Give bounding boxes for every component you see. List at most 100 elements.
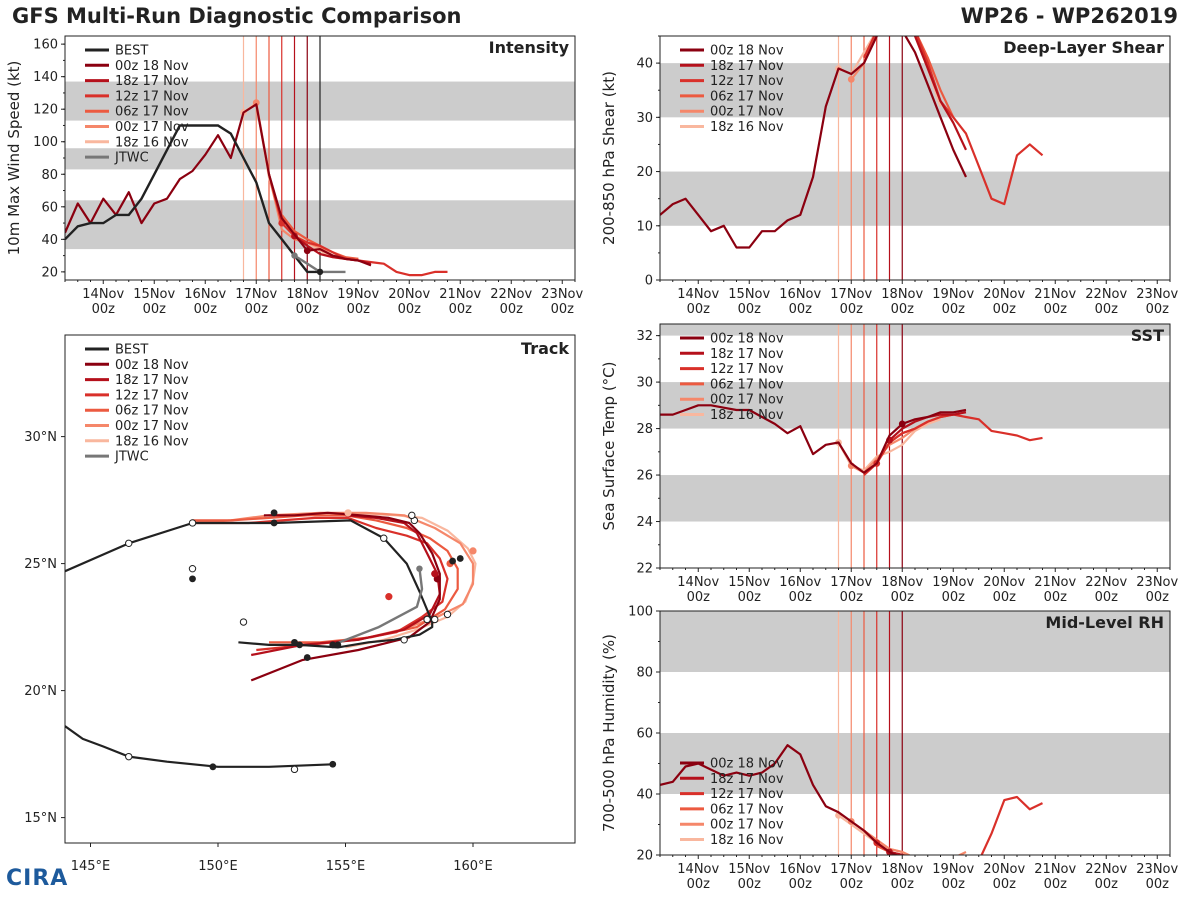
shear-run-start-marker-4	[847, 75, 855, 83]
rh-xtick-label2-0: 00z	[687, 877, 711, 892]
shear-ytick-label-1: 10	[636, 219, 653, 234]
track-xtick-label-3: 160°E	[453, 859, 493, 874]
intensity-legend-run-3-label: 06z 17 Nov	[115, 105, 189, 120]
intensity-run-start-marker-0	[303, 247, 311, 255]
sst-band-0	[660, 475, 1170, 522]
rh-xtick-label-9: 23Nov	[1136, 862, 1178, 877]
shear-band-0	[660, 171, 1170, 226]
shear-xtick-label-1: 15Nov	[728, 287, 770, 302]
intensity-legend-run-5-label: 18z 16 Nov	[115, 135, 189, 150]
intensity-xtick-label2-6: 00z	[398, 302, 422, 317]
track-xtick-label-0: 145°E	[71, 859, 111, 874]
sst-xtick-label2-7: 00z	[1044, 590, 1068, 605]
intensity-xtick-label2-4: 00z	[296, 302, 320, 317]
intensity-legend-run-1-label: 18z 17 Nov	[115, 74, 189, 89]
track-position-closed-0	[270, 519, 278, 527]
shear-xtick-label2-1: 00z	[738, 302, 762, 317]
sst-xtick-label-5: 19Nov	[932, 575, 974, 590]
sst-xtick-label-4: 18Nov	[881, 575, 923, 590]
rh-xtick-label-7: 21Nov	[1034, 862, 1076, 877]
sst-xtick-label2-3: 00z	[840, 590, 864, 605]
shear-ytick-label-0: 0	[645, 274, 653, 289]
track-run-marker-2	[385, 593, 393, 601]
track-frame	[64, 334, 576, 844]
sst-xtick-label2-1: 00z	[738, 590, 762, 605]
shear-legend-run-3-label: 06z 17 Nov	[710, 89, 784, 104]
intensity-xtick-label-9: 23Nov	[541, 287, 583, 302]
track-legend-run-3-label: 06z 17 Nov	[115, 404, 189, 419]
rh-panel: 2040608010014Nov00z15Nov00z16Nov00z17Nov…	[600, 605, 1179, 893]
rh-band-1	[660, 611, 1170, 672]
rh-legend-run-5-label: 18z 16 Nov	[710, 833, 784, 848]
sst-ytick-label-5: 32	[636, 329, 653, 344]
track-best-earlier	[65, 725, 333, 768]
track-legend-run-5-label: 18z 16 Nov	[115, 434, 189, 449]
shear-xtick-label-3: 17Nov	[830, 287, 872, 302]
track-legend-best-label: BEST	[115, 343, 148, 358]
rh-band-0	[660, 733, 1170, 794]
track-position-closed-9	[291, 638, 298, 646]
sst-panel: 22242628303214Nov00z15Nov00z16Nov00z17No…	[600, 323, 1179, 605]
sst-xtick-label2-0: 00z	[687, 590, 711, 605]
shear-panel-title: Deep-Layer Shear	[1003, 38, 1164, 57]
sst-ytick-label-4: 30	[636, 376, 653, 391]
rh-xtick-label-6: 20Nov	[983, 862, 1025, 877]
rh-legend-run-3-label: 06z 17 Nov	[710, 802, 784, 817]
intensity-xtick-label2-2: 00z	[194, 302, 218, 317]
track-position-open-11	[443, 610, 452, 619]
intensity-ytick-label-3: 80	[41, 168, 58, 183]
intensity-xtick-label-7: 21Nov	[439, 287, 481, 302]
shear-run-start-marker-2	[873, 27, 880, 34]
shear-xtick-label2-6: 00z	[993, 302, 1017, 317]
track-legend-jtwc-label: JTWC	[114, 450, 149, 465]
intensity-panel-title: Intensity	[489, 38, 570, 57]
track-position-closed-10	[303, 654, 311, 661]
shear-xtick-label2-2: 00z	[789, 302, 813, 317]
intensity-xtick-label2-8: 00z	[500, 302, 524, 317]
sst-plot-area	[660, 324, 1170, 568]
shear-legend-run-5-label: 18z 16 Nov	[710, 120, 784, 135]
track-legend-run-0-label: 00z 18 Nov	[115, 358, 189, 373]
sst-xtick-label-3: 17Nov	[830, 575, 872, 590]
track-position-open-2	[380, 534, 388, 542]
track-run-5	[345, 511, 477, 649]
intensity-xtick-label-6: 20Nov	[388, 287, 430, 302]
intensity-series-best	[65, 124, 320, 274]
rh-ytick-label-2: 60	[636, 727, 653, 742]
shear-legend-run-2-label: 12z 17 Nov	[710, 74, 784, 89]
track-position-open-8	[408, 511, 416, 520]
intensity-xtick-label2-0: 00z	[92, 302, 116, 317]
rh-ytick-label-3: 80	[636, 666, 653, 681]
track-ytick-label-0: 15°N	[24, 811, 57, 826]
track-position-closed-8	[456, 555, 464, 562]
rh-xtick-label-1: 15Nov	[728, 862, 770, 877]
sst-ylabel: Sea Surface Temp (°C)	[600, 361, 618, 530]
track-run-marker-1	[431, 570, 439, 578]
intensity-best-marker-0	[316, 268, 324, 276]
track-run-0	[250, 511, 441, 682]
intensity-ytick-label-7: 160	[33, 38, 58, 53]
track-position-open-6	[239, 618, 248, 626]
intensity-xtick-label-8: 22Nov	[490, 287, 532, 302]
intensity-ytick-label-1: 40	[41, 233, 58, 248]
sst-xtick-label2-2: 00z	[789, 590, 813, 605]
sst-xtick-label-8: 22Nov	[1085, 575, 1127, 590]
track-run-marker-5	[344, 509, 352, 517]
track-position-open-3	[125, 752, 133, 761]
track-panel: 145°E 150°E 155°E 160°E 15°N 20°N 25°N 30°N Trac…	[24, 334, 576, 874]
track-panel-title: Track	[521, 339, 569, 358]
shear-xtick-label2-8: 00z	[1095, 302, 1119, 317]
rh-xtick-label-0: 14Nov	[677, 862, 719, 877]
shear-ytick-label-3: 30	[636, 111, 653, 126]
sst-xtick-label2-4: 00z	[891, 590, 915, 605]
shear-xtick-label-4: 18Nov	[881, 287, 923, 302]
intensity-ylabel: 10m Max Wind Speed (kt)	[5, 61, 23, 256]
shear-xtick-label2-7: 00z	[1044, 302, 1068, 317]
shear-xtick-label2-0: 00z	[687, 302, 711, 317]
sst-series-run-0	[660, 404, 967, 474]
page-title: GFS Multi-Run Diagnostic Comparison	[12, 4, 462, 28]
shear-series-run-1	[913, 36, 967, 151]
shear-ytick-label-2: 20	[636, 165, 653, 180]
shear-run-start-marker-1	[886, 22, 893, 29]
shear-xtick-label-9: 23Nov	[1136, 287, 1178, 302]
